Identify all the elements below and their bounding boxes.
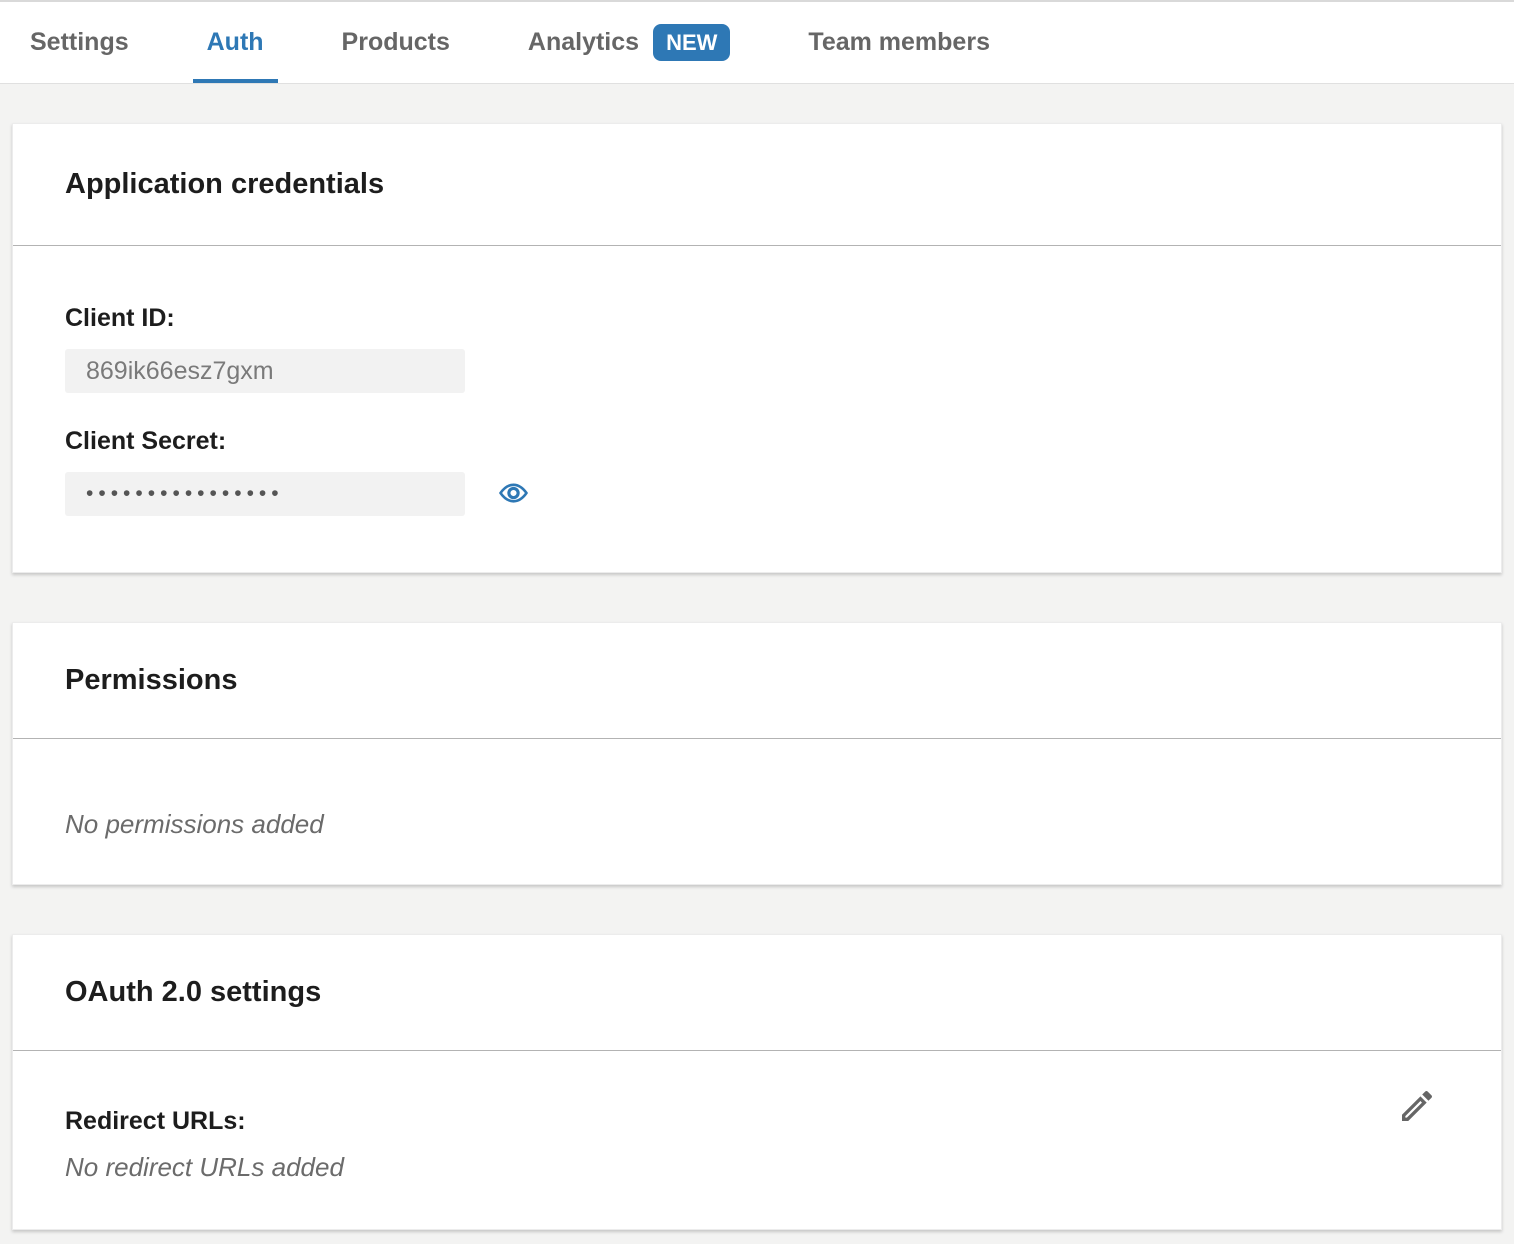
edit-redirect-urls-button[interactable]	[1397, 1086, 1437, 1126]
new-badge: NEW	[653, 24, 731, 61]
tab-team-members[interactable]: Team members	[794, 2, 1004, 83]
application-credentials-body: Client ID: 869ik66esz7gxm Client Secret:…	[13, 246, 1501, 516]
client-secret-label: Client Secret:	[65, 427, 227, 455]
tab-team-members-label: Team members	[808, 28, 990, 56]
client-id-label: Client ID:	[65, 304, 175, 332]
tab-bar: Settings Auth Products Analytics NEW Tea…	[0, 2, 1514, 84]
permissions-title: Permissions	[65, 664, 238, 696]
redirect-urls-label: Redirect URLs:	[65, 1107, 246, 1135]
application-credentials-header: Application credentials	[13, 124, 1501, 246]
client-id-field[interactable]: 869ik66esz7gxm	[65, 349, 465, 393]
oauth-settings-title: OAuth 2.0 settings	[65, 976, 322, 1008]
tab-products[interactable]: Products	[328, 2, 464, 83]
tab-settings-label: Settings	[30, 28, 129, 56]
application-credentials-title: Application credentials	[65, 168, 385, 200]
permissions-header: Permissions	[13, 623, 1501, 739]
oauth-settings-card: OAuth 2.0 settings Redirect URLs: No red…	[12, 934, 1502, 1230]
reveal-secret-button[interactable]	[497, 478, 530, 508]
tab-auth-label: Auth	[206, 28, 264, 56]
permissions-body: No permissions added	[13, 739, 1501, 839]
client-secret-row: ••••••••••••••••	[65, 456, 1449, 516]
tab-products-label: Products	[341, 28, 450, 56]
tab-settings[interactable]: Settings	[16, 2, 143, 83]
no-permissions-text: No permissions added	[65, 809, 324, 839]
tab-analytics[interactable]: Analytics NEW	[514, 2, 745, 83]
oauth-settings-body: Redirect URLs: No redirect URLs added	[13, 1051, 1501, 1182]
eye-icon	[499, 483, 528, 503]
tab-auth[interactable]: Auth	[192, 2, 278, 83]
permissions-card: Permissions No permissions added	[12, 622, 1502, 885]
no-redirect-urls-text: No redirect URLs added	[65, 1152, 344, 1182]
application-credentials-card: Application credentials Client ID: 869ik…	[12, 123, 1502, 573]
pencil-icon	[1402, 1091, 1433, 1121]
tab-analytics-label: Analytics	[527, 28, 640, 56]
oauth-settings-header: OAuth 2.0 settings	[13, 935, 1501, 1051]
client-secret-field[interactable]: ••••••••••••••••	[65, 472, 465, 516]
